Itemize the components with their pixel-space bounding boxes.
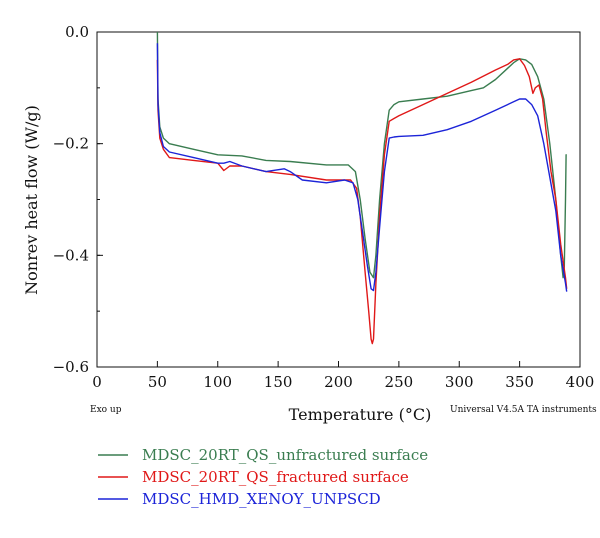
x-tick-label: 300 <box>445 373 474 391</box>
series-layer <box>156 31 568 345</box>
x-tick-label: 250 <box>385 373 414 391</box>
x-tick-label: 400 <box>566 373 595 391</box>
instrument-note: Universal V4.5A TA instruments <box>450 405 597 415</box>
x-tick-label: 50 <box>148 373 167 391</box>
series-line-1 <box>156 31 567 279</box>
legend-label-3: MDSC_HMD_XENOY_UNPSCD <box>142 490 381 508</box>
y-tick-label: −0.2 <box>53 135 89 153</box>
series-line-2 <box>156 58 568 345</box>
x-tick-label: 350 <box>505 373 534 391</box>
y-tick-label: −0.6 <box>53 358 89 376</box>
x-tick-label: 150 <box>264 373 293 391</box>
legend-label-1: MDSC_20RT_QS_unfractured surface <box>142 446 428 464</box>
x-tick-label: 200 <box>324 373 353 391</box>
x-axis-title: Temperature (°C) <box>289 405 432 424</box>
plot-area-border <box>96 31 581 368</box>
plot-frame <box>96 31 581 368</box>
x-tick-label: 0 <box>92 373 102 391</box>
y-tick-label: −0.4 <box>53 246 89 264</box>
exo-up-note: Exo up <box>90 405 122 415</box>
x-tick-label: 100 <box>203 373 232 391</box>
legend-label-2: MDSC_20RT_QS_fractured surface <box>142 468 409 486</box>
legend: MDSC_20RT_QS_unfractured surface MDSC_20R… <box>98 446 428 508</box>
y-axis-title: Nonrev heat flow (W/g) <box>22 105 41 295</box>
series-line-3 <box>156 43 568 292</box>
ticks-layer: 0 50 100 150 200 250 300 350 400 0.0 −0.2 −0.4 −0.6 <box>53 23 595 391</box>
y-tick-label: 0.0 <box>65 23 89 41</box>
